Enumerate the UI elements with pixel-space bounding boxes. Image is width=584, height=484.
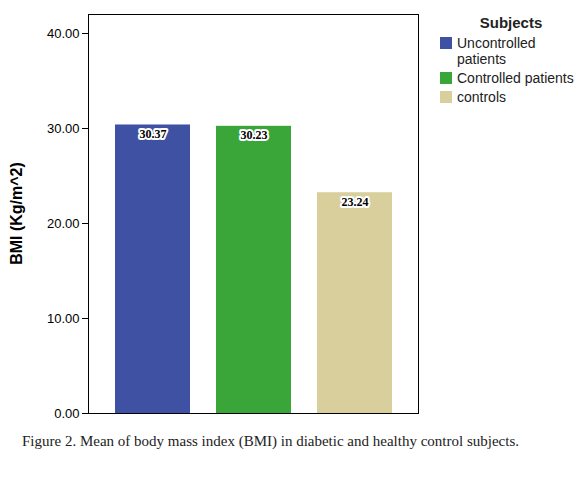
html-text:Controlled patients: Controlled patients — [457, 70, 574, 86]
svg-text:30.37: 30.37 — [140, 127, 167, 141]
html-text:controls: controls — [457, 89, 506, 105]
svg-text:0.00: 0.00 — [54, 406, 79, 420]
html-text:Figure 2. Mean of body mass in: Figure 2. Mean of body mass index (BMI) … — [22, 433, 519, 449]
svg-text:23.24: 23.24 — [342, 195, 369, 209]
svg-text:40.00: 40.00 — [47, 26, 80, 41]
svg-text:30.00: 30.00 — [47, 121, 80, 136]
svg-text:30.23: 30.23 — [241, 128, 268, 142]
html-text:Subjects: Subjects — [479, 14, 543, 31]
svg-text:20.00: 20.00 — [47, 216, 80, 231]
svg-text:BMI (Kg/m^2): BMI (Kg/m^2) — [8, 162, 25, 265]
svg-text:10.00: 10.00 — [47, 311, 80, 326]
html-text:Uncontrolled patients: Uncontrolled patients — [457, 35, 536, 67]
